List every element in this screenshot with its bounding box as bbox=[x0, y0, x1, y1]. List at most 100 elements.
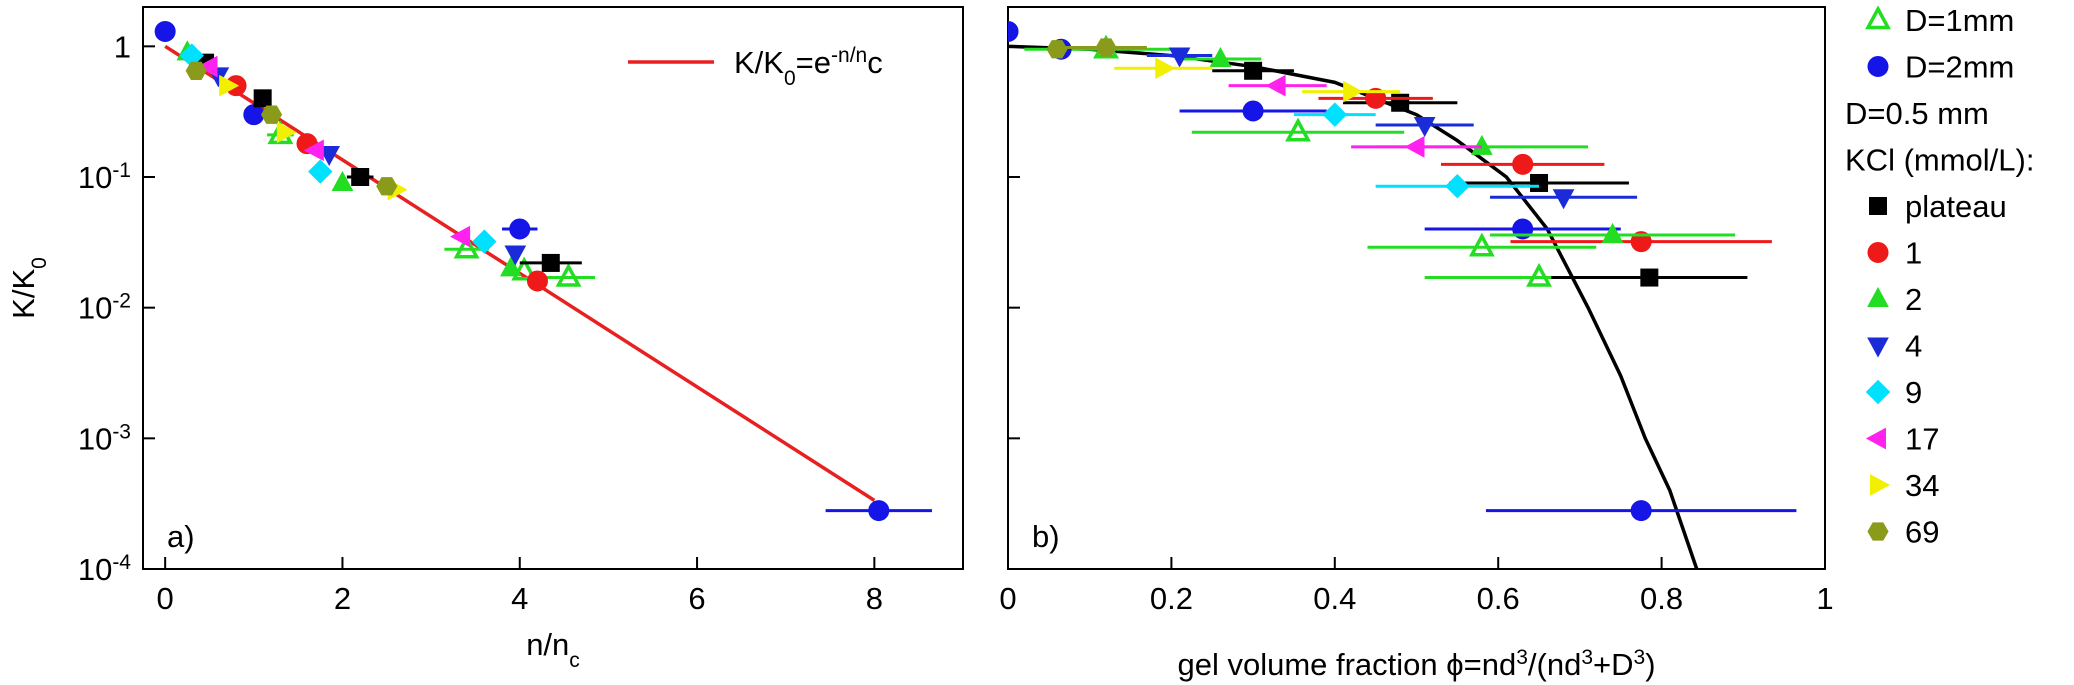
marker bbox=[453, 234, 480, 259]
y-tick-label: 10-2 bbox=[78, 289, 131, 326]
x-axis-label-part: 3 bbox=[1634, 646, 1646, 669]
marker bbox=[1867, 286, 1889, 307]
marker bbox=[1869, 197, 1887, 215]
marker bbox=[1640, 268, 1659, 287]
plot-area bbox=[154, 20, 932, 522]
x-tick-label: 0 bbox=[999, 581, 1016, 616]
x-axis-label: n/nc bbox=[526, 627, 580, 672]
marker bbox=[303, 139, 324, 162]
y-tick-label: 10-1 bbox=[78, 159, 131, 196]
plot-frame bbox=[1007, 6, 1826, 570]
legend-label: D=1mm bbox=[1905, 3, 2014, 38]
y-tick-exp: -3 bbox=[112, 420, 131, 443]
marker bbox=[197, 55, 218, 78]
x-axis-label-part: 3 bbox=[1516, 646, 1528, 669]
marker bbox=[1526, 262, 1552, 287]
x-axis-label-part: +D bbox=[1593, 647, 1634, 682]
marker bbox=[1365, 87, 1387, 109]
legend-label: 4 bbox=[1905, 329, 1922, 364]
x-tick-label: 0 bbox=[157, 581, 174, 616]
marker bbox=[351, 168, 370, 187]
y-tick-base: 10 bbox=[78, 552, 112, 587]
legend-label: 34 bbox=[1905, 468, 1939, 503]
legend-label: 2 bbox=[1905, 282, 1922, 317]
marker bbox=[1265, 74, 1286, 97]
marker bbox=[1209, 46, 1232, 67]
marker bbox=[1445, 174, 1470, 199]
marker bbox=[253, 89, 272, 108]
x-tick-label: 8 bbox=[866, 581, 883, 616]
x-axis-label-part: ) bbox=[1645, 647, 1655, 682]
marker bbox=[1008, 20, 1019, 42]
marker bbox=[1552, 189, 1575, 210]
marker bbox=[1867, 56, 1889, 77]
y-tick-label: 10-3 bbox=[78, 420, 131, 457]
marker bbox=[1244, 61, 1263, 80]
marker bbox=[1601, 222, 1624, 243]
x-axis-label-part: gel volume fraction ϕ=nd bbox=[1177, 647, 1516, 682]
marker bbox=[185, 61, 207, 80]
x-tick-label: 4 bbox=[511, 581, 528, 616]
marker bbox=[472, 229, 497, 254]
marker bbox=[1322, 102, 1348, 127]
legend-label-part: K/K bbox=[734, 45, 784, 80]
marker bbox=[1471, 134, 1493, 155]
marker bbox=[526, 270, 548, 292]
marker bbox=[541, 253, 560, 272]
y-axis-label: K/K0 bbox=[6, 257, 51, 319]
marker bbox=[1285, 117, 1311, 142]
legend-label: D=2mm bbox=[1905, 50, 2014, 85]
legend-label: 69 bbox=[1905, 515, 1939, 550]
marker bbox=[308, 159, 333, 184]
y-tick-base: 10 bbox=[78, 291, 112, 326]
panel-label: b) bbox=[1032, 519, 1060, 554]
marker bbox=[1468, 232, 1495, 257]
legend-label: plateau bbox=[1905, 189, 2007, 224]
x-axis-label-part: 3 bbox=[1581, 646, 1593, 669]
marker bbox=[1413, 117, 1436, 138]
marker bbox=[1391, 93, 1410, 112]
y-tick-base: 10 bbox=[78, 421, 112, 456]
marker bbox=[504, 245, 527, 266]
legend-label-part: =e bbox=[796, 45, 831, 80]
marker bbox=[1530, 173, 1549, 192]
x-axis-label: gel volume fraction ϕ=nd3/(nd3+D3) bbox=[1177, 646, 1655, 683]
marker bbox=[318, 145, 341, 167]
marker bbox=[450, 225, 471, 248]
y-axis-label-part: K/K bbox=[6, 269, 41, 319]
marker bbox=[1046, 40, 1068, 59]
marker bbox=[219, 74, 240, 97]
legend-label-part: c bbox=[867, 45, 883, 80]
marker bbox=[1865, 5, 1891, 30]
marker bbox=[1404, 136, 1425, 158]
marker bbox=[1867, 522, 1889, 541]
marker bbox=[154, 20, 176, 42]
x-tick-label: 0.6 bbox=[1477, 581, 1520, 616]
y-axis-label-part: 0 bbox=[28, 257, 51, 269]
marker bbox=[1867, 242, 1889, 263]
x-tick-label: 0.4 bbox=[1313, 581, 1356, 616]
marker bbox=[331, 170, 354, 191]
marker bbox=[260, 105, 283, 124]
model-curve bbox=[1008, 44, 1699, 569]
y-tick-exp: -4 bbox=[112, 551, 131, 574]
x-tick-label: 0.2 bbox=[1150, 581, 1193, 616]
x-tick-label: 0.8 bbox=[1640, 581, 1683, 616]
x-tick-label: 1 bbox=[1816, 581, 1833, 616]
legend-heading: D=0.5 mm bbox=[1845, 96, 1989, 131]
marker bbox=[868, 500, 890, 522]
y-tick-label: 10-4 bbox=[78, 551, 131, 588]
y-tick-exp: -1 bbox=[112, 159, 131, 182]
marker bbox=[1242, 100, 1264, 122]
marker bbox=[1865, 427, 1886, 450]
marker bbox=[1512, 153, 1534, 175]
plot-frame bbox=[142, 6, 964, 570]
marker bbox=[1343, 80, 1364, 103]
y-tick-base: 10 bbox=[78, 160, 112, 195]
marker bbox=[243, 104, 265, 126]
marker bbox=[1630, 500, 1652, 522]
marker bbox=[1168, 47, 1191, 68]
legend-label-part: 0 bbox=[784, 67, 796, 90]
legend-label: 1 bbox=[1905, 236, 1922, 271]
